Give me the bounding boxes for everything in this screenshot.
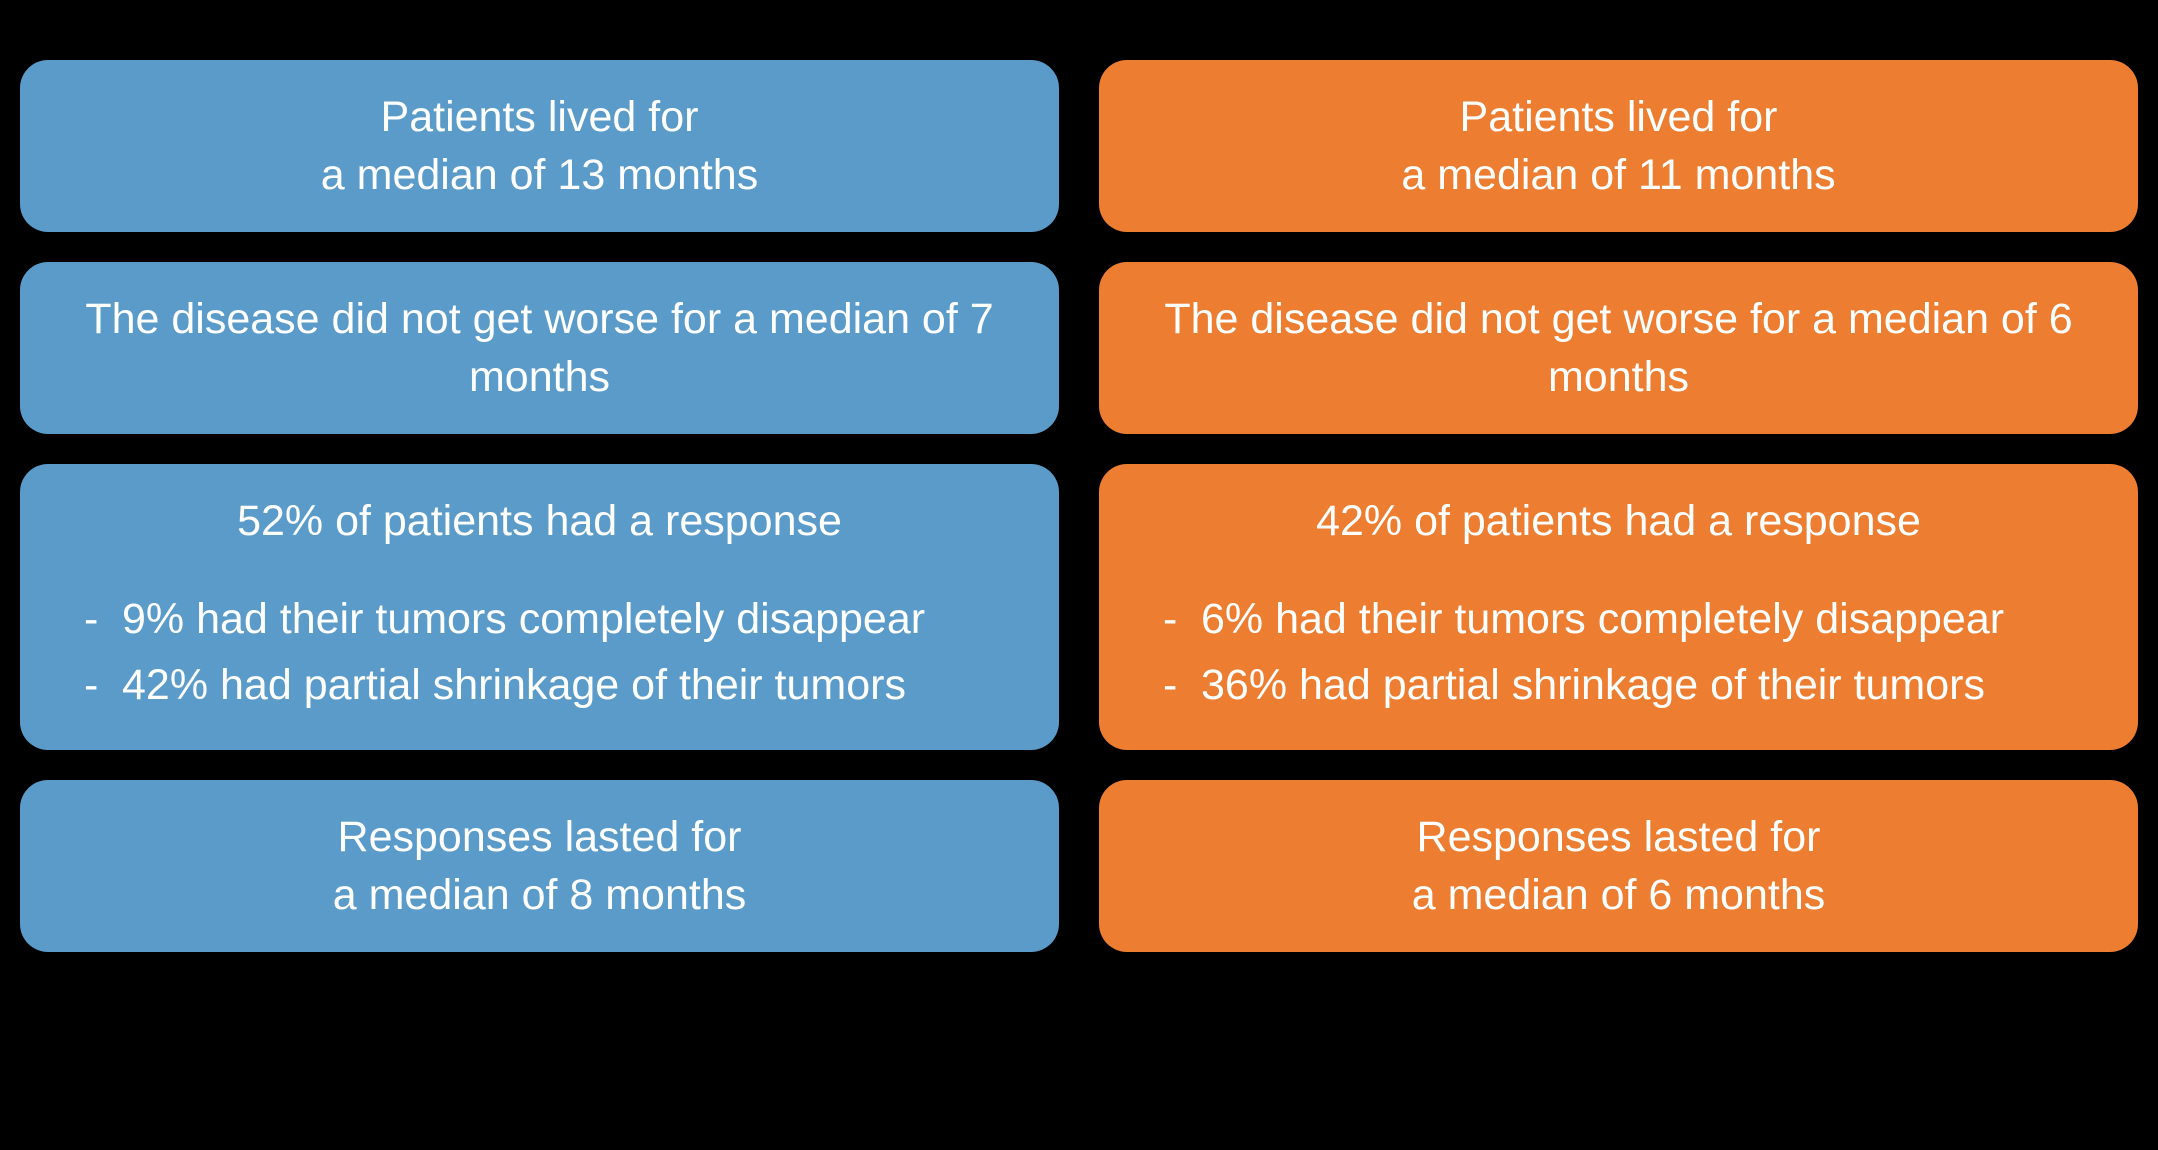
left-duration-card: Responses lasted fora median of 8 months: [20, 780, 1059, 952]
left-response-headline: 52% of patients had a response: [66, 492, 1013, 550]
right-duration-text: Responses lasted fora median of 6 months: [1145, 808, 2092, 924]
right-survival-text: Patients lived fora median of 11 months: [1145, 88, 2092, 204]
left-survival-card: Patients lived fora median of 13 months: [20, 60, 1059, 232]
left-progression-text: The disease did not get worse for a medi…: [66, 290, 1013, 406]
right-survival-card: Patients lived fora median of 11 months: [1099, 60, 2138, 232]
right-response-bullets: 6% had their tumors completely disappear…: [1145, 590, 2092, 714]
right-response-card: 42% of patients had a response 6% had th…: [1099, 464, 2138, 750]
left-response-bullet: 42% had partial shrinkage of their tumor…: [76, 656, 1013, 714]
right-response-bullet: 6% had their tumors completely disappear: [1155, 590, 2092, 648]
left-response-bullets: 9% had their tumors completely disappear…: [66, 590, 1013, 714]
left-progression-card: The disease did not get worse for a medi…: [20, 262, 1059, 434]
left-response-bullet: 9% had their tumors completely disappear: [76, 590, 1013, 648]
right-response-headline: 42% of patients had a response: [1145, 492, 2092, 550]
right-response-bullet: 36% had partial shrinkage of their tumor…: [1155, 656, 2092, 714]
comparison-grid: Patients lived fora median of 13 months …: [20, 60, 2138, 952]
left-response-card: 52% of patients had a response 9% had th…: [20, 464, 1059, 750]
right-progression-text: The disease did not get worse for a medi…: [1145, 290, 2092, 406]
right-duration-card: Responses lasted fora median of 6 months: [1099, 780, 2138, 952]
left-duration-text: Responses lasted fora median of 8 months: [66, 808, 1013, 924]
left-survival-text: Patients lived fora median of 13 months: [66, 88, 1013, 204]
right-progression-card: The disease did not get worse for a medi…: [1099, 262, 2138, 434]
